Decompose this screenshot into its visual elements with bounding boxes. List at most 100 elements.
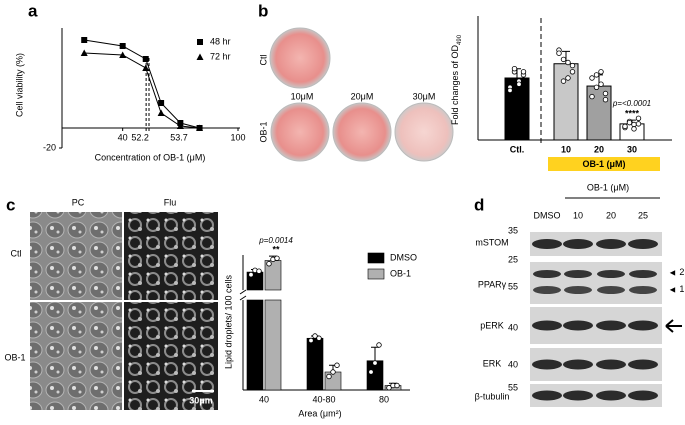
legend-label: 48 hr [210,36,231,46]
band [629,270,657,278]
bar [306,337,324,391]
band [628,320,658,331]
band [532,239,562,249]
blot-strip [530,262,662,304]
band [628,239,658,249]
data-point [565,75,571,81]
band [563,239,593,249]
x-tick-label: 100 [230,132,245,142]
x-tick-label: 20 [594,144,604,154]
x-tick-label: 10 [561,144,571,154]
data-point [372,360,378,366]
data-point [565,59,571,66]
band [596,359,626,370]
data-point [376,342,382,348]
data-point [266,261,272,267]
point [196,53,204,60]
y-axis-label: Lipid droplets/ 100 cells [223,274,233,369]
row-label: mSTOM [475,237,508,247]
band-label: ◄ 2 [668,267,684,277]
band [532,359,562,370]
micrograph [30,212,122,300]
x-tick-label: 40 [259,394,269,404]
data-point [248,271,254,278]
dose-label: 30μM [413,91,436,101]
band [564,270,592,278]
point [142,64,150,71]
band [629,286,657,294]
micrograph [124,302,218,410]
mw-marker: 55 [508,382,518,392]
column-label: PC [72,197,85,207]
data-point [368,369,374,375]
group-box [548,157,660,171]
point [176,122,184,129]
data-point [631,121,637,128]
x-tick-label: 40 [118,132,128,142]
x-tick-label: 80 [379,394,389,404]
row-label: pERK [480,320,504,330]
treatment-label: OB-1 (μM) [587,182,629,192]
well-image [332,102,392,162]
legend-swatch [367,252,385,264]
data-point [626,119,633,126]
point [119,43,126,49]
band-number: 2 [679,267,684,277]
legend-label: OB-1 [390,268,411,278]
y-tick-label: -20 [43,142,56,152]
group-label: OB-1 (μM) [582,159,625,169]
annotation: **** [625,108,640,118]
row-label: ERK [483,358,502,368]
scale-label: 30μm [189,395,213,405]
data-point [520,69,527,75]
data-point [274,255,280,261]
data-point [556,50,562,56]
blot: mSTOM PPARγ pERK ERK β-tubulin 35 25 55 40 40 55 DM… [475,210,662,407]
band [564,286,592,294]
row-label: PPARγ [478,279,507,289]
data-point [256,268,262,274]
data-point [593,72,600,78]
band [563,359,593,370]
y-axis-label: Cell viability (%) [14,53,24,117]
mw-marker: 40 [508,322,518,332]
data-point [308,337,314,344]
mw-marker: 40 [508,359,518,369]
panel-label: a [28,1,38,20]
micrograph [30,302,122,410]
point [158,100,165,106]
data-point [602,96,609,103]
dose-label: 10μM [291,91,314,101]
axis-break [239,295,247,301]
band [532,390,562,401]
point [80,49,88,56]
x-tick-label: Ctl. [510,144,525,154]
panel-label: b [258,1,268,20]
data-point [326,373,332,380]
band [596,320,626,331]
row-label: OB-1 [258,121,268,142]
row-label: OB-1 [4,352,25,362]
data-point [316,335,322,341]
well-image [269,27,331,89]
mw-marker: 35 [508,225,518,235]
point [142,56,149,62]
column-label: Flu [164,197,177,207]
band [628,359,658,370]
data-point [330,369,336,375]
band [563,390,593,401]
data-point [569,69,576,75]
lane-label: DMSO [534,210,561,220]
row-label: Ctl [258,55,268,66]
data-point [593,84,600,90]
point [119,51,127,58]
data-point [516,81,522,87]
y-axis-label: Fold changes of OD490 [450,34,462,125]
data-point [598,69,604,75]
band [596,390,626,401]
mw-marker: 55 [508,281,518,291]
error-bar [371,346,379,361]
data-point [589,75,595,81]
bar [553,63,579,141]
